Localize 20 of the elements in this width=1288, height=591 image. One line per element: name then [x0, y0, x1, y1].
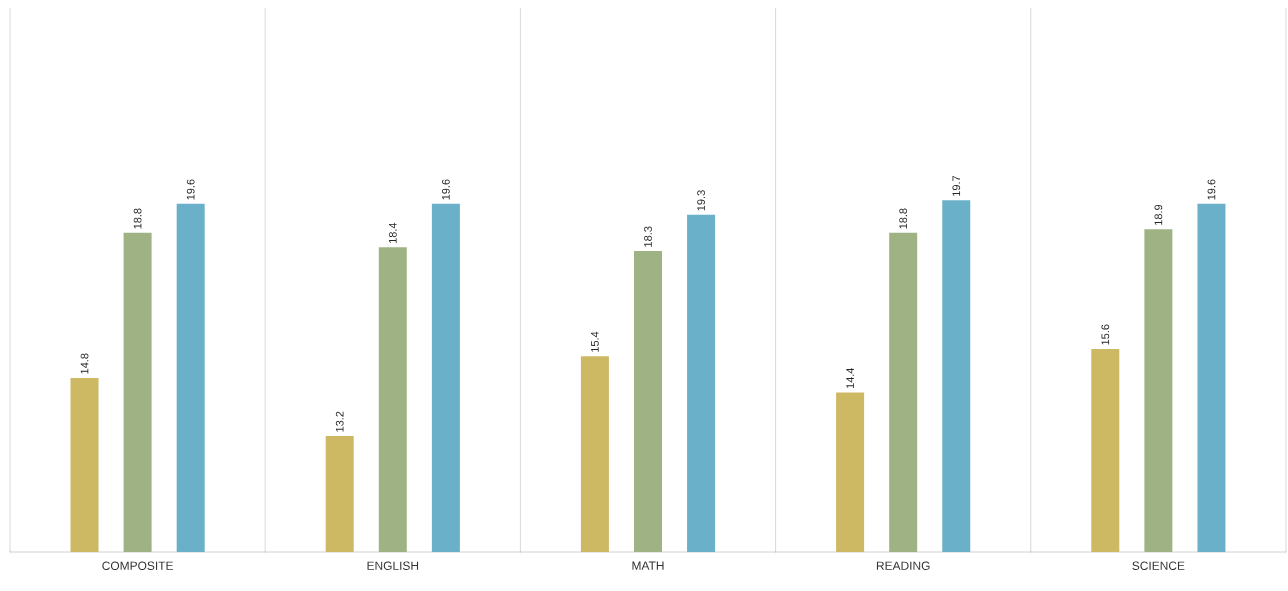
data-label: 18.4 — [388, 222, 397, 244]
data-label: 14.8 — [80, 353, 89, 374]
data-label: 19.6 — [442, 179, 450, 200]
data-label: 14.4 — [846, 367, 854, 389]
x-tick-label: READING — [876, 561, 930, 570]
data-label: 18.3 — [644, 226, 652, 247]
data-label: 13.2 — [335, 411, 344, 432]
data-label: 15.4 — [591, 331, 599, 352]
data-label: 19.6 — [1207, 179, 1216, 200]
data-label: 18.9 — [1154, 204, 1163, 225]
x-tick-label: SCIENCE — [1132, 561, 1185, 570]
data-label: 19.6 — [186, 179, 195, 200]
x-tick-label: ENGLISH — [367, 561, 419, 570]
data-label: 15.6 — [1101, 324, 1110, 345]
x-tick-label: COMPOSITE — [102, 561, 173, 570]
data-label: 18.8 — [899, 208, 908, 229]
data-label: 19.7 — [952, 175, 961, 196]
data-label: 18.8 — [133, 208, 142, 229]
data-label: 19.3 — [697, 190, 705, 211]
x-tick-label: MATH — [632, 561, 664, 570]
